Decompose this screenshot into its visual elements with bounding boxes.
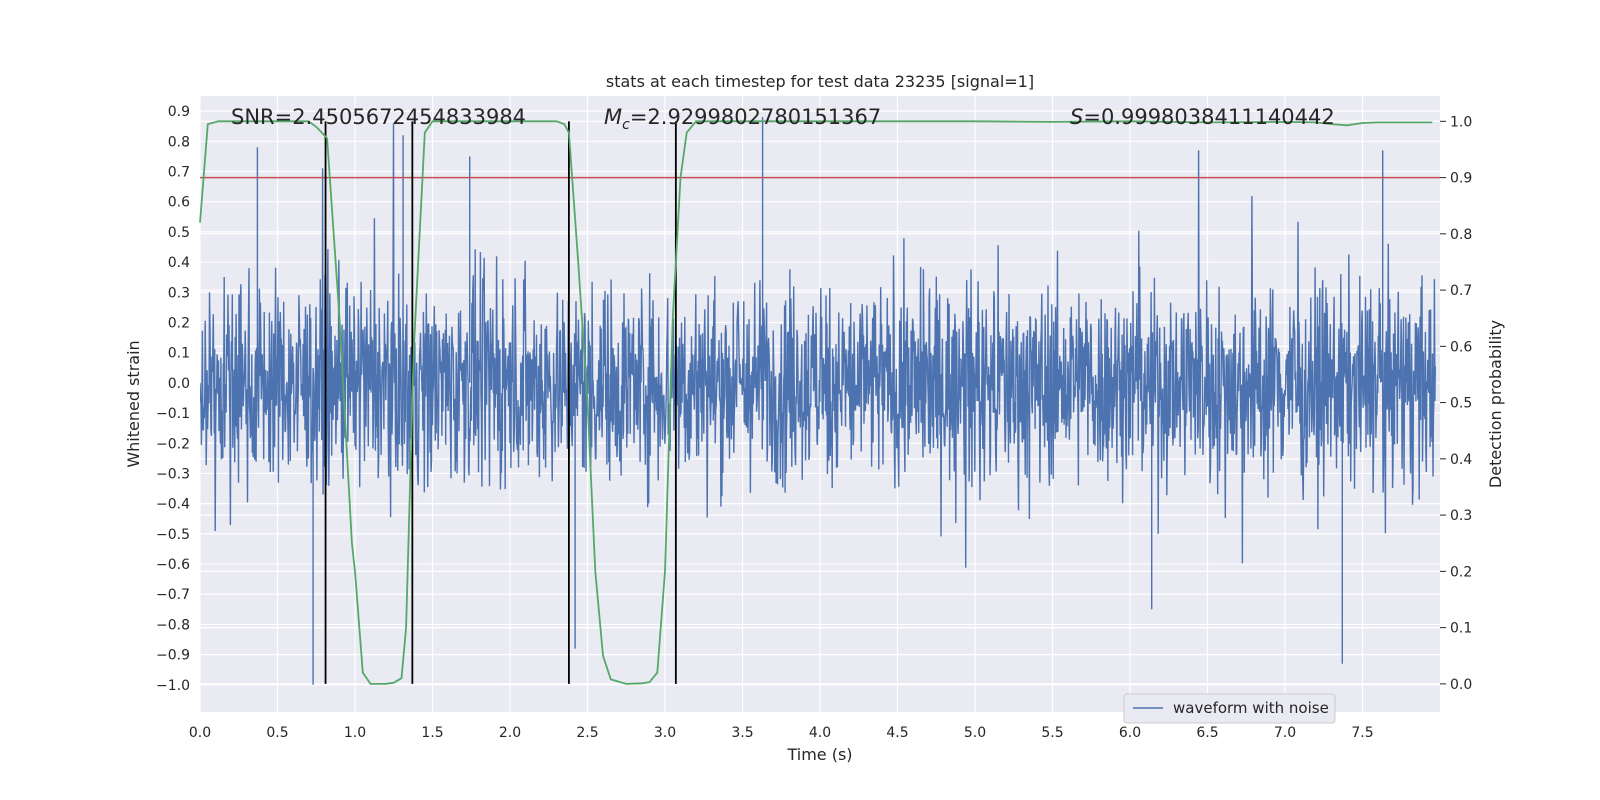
y-right-tick-label: 0.7	[1450, 283, 1472, 299]
y-left-tick-label: −0.8	[156, 617, 190, 633]
x-tick-label: 6.5	[1196, 725, 1218, 741]
y-right-axis-label: Detection probability	[1486, 320, 1505, 488]
y-left-tick-label: −0.4	[156, 497, 190, 513]
x-tick-labels: 0.0 0.5 1.0 1.5 2.0 2.5 3.0 3.5 4.0 4.5 5.0 5.5 6.0 6…	[189, 725, 1374, 741]
y-left-tick-label: −0.1	[156, 406, 190, 422]
y-left-axis-label: Whitened strain	[124, 340, 143, 467]
x-tick-label: 6.0	[1119, 725, 1141, 741]
y-left-tick-label: 0.0	[168, 376, 190, 392]
y-right-tick-label: 0.1	[1450, 621, 1472, 637]
y-left-tick-label: −0.3	[156, 466, 190, 482]
y-left-tick-label: −0.9	[156, 648, 190, 664]
legend: waveform with noise	[1123, 693, 1336, 724]
y-right-tick-label: 0.6	[1450, 339, 1472, 355]
x-tick-label: 5.0	[964, 725, 986, 741]
y-left-tick-label: 0.9	[168, 104, 190, 120]
x-tick-label: 4.0	[809, 725, 831, 741]
x-tick-label: 1.0	[344, 725, 366, 741]
y-right-tick-label: 0.3	[1450, 508, 1472, 524]
y-left-tick-label: −1.0	[156, 678, 190, 694]
chirp-mass-annotation: Mc=2.9299802780151367	[604, 105, 881, 133]
y-left-tick-label: 0.4	[168, 255, 190, 271]
detection-stat-annotation: S=0.9998038411140442	[1070, 105, 1335, 129]
y-right-tick-label: 0.2	[1450, 564, 1472, 580]
y-left-tick-label: −0.5	[156, 527, 190, 543]
y-left-tick-labels: 0.9 0.8 0.7 0.6 0.5 0.4 0.3 0.2 0.1 0.0 −0.1 −0.2 −0…	[156, 104, 190, 694]
detection-probability-series	[199, 120, 1433, 685]
x-tick-label: 3.5	[731, 725, 753, 741]
y-left-tick-label: −0.2	[156, 436, 190, 452]
x-tick-label: 7.0	[1274, 725, 1296, 741]
legend-label: waveform with noise	[1173, 699, 1329, 717]
x-tick-label: 4.5	[886, 725, 908, 741]
y-left-tick-label: 0.5	[168, 225, 190, 241]
snr-annotation: SNR=2.4505672454833984	[231, 105, 526, 129]
y-left-tick-label: 0.6	[168, 195, 190, 211]
y-right-tick-label: 0.9	[1450, 171, 1472, 187]
x-tick-label: 2.5	[576, 725, 598, 741]
waveform-series	[200, 117, 1436, 685]
y-left-tick-label: 0.8	[168, 134, 190, 150]
x-tick-label: 7.5	[1351, 725, 1373, 741]
y-right-tick-label: 0.8	[1450, 227, 1472, 243]
x-axis-label: Time (s)	[786, 745, 852, 764]
vertical-markers	[324, 121, 677, 684]
x-tick-label: 2.0	[499, 725, 521, 741]
chart-title: stats at each timestep for test data 232…	[606, 72, 1034, 91]
y-right-tick-label: 0.5	[1450, 396, 1472, 412]
y-left-tick-label: −0.7	[156, 587, 190, 603]
x-tick-label: 5.5	[1041, 725, 1063, 741]
y-right-tick-label: 1.0	[1450, 114, 1472, 130]
x-tick-label: 1.5	[421, 725, 443, 741]
y-left-tick-label: −0.6	[156, 557, 190, 573]
y-right-tick-label: 0.4	[1450, 452, 1472, 468]
x-tick-label: 3.0	[654, 725, 676, 741]
x-tick-label: 0.0	[189, 725, 211, 741]
y-left-tick-label: 0.3	[168, 285, 190, 301]
y-right-tick-labels: 1.0 0.9 0.8 0.7 0.6 0.5 0.4 0.3 0.2 0.1 0.0	[1440, 114, 1472, 693]
y-left-tick-label: 0.2	[168, 315, 190, 331]
legend-box	[1123, 693, 1336, 724]
y-left-tick-label: 0.1	[168, 346, 190, 362]
y-left-tick-label: 0.7	[168, 164, 190, 180]
x-tick-label: 0.5	[266, 725, 288, 741]
y-right-tick-label: 0.0	[1450, 677, 1472, 693]
